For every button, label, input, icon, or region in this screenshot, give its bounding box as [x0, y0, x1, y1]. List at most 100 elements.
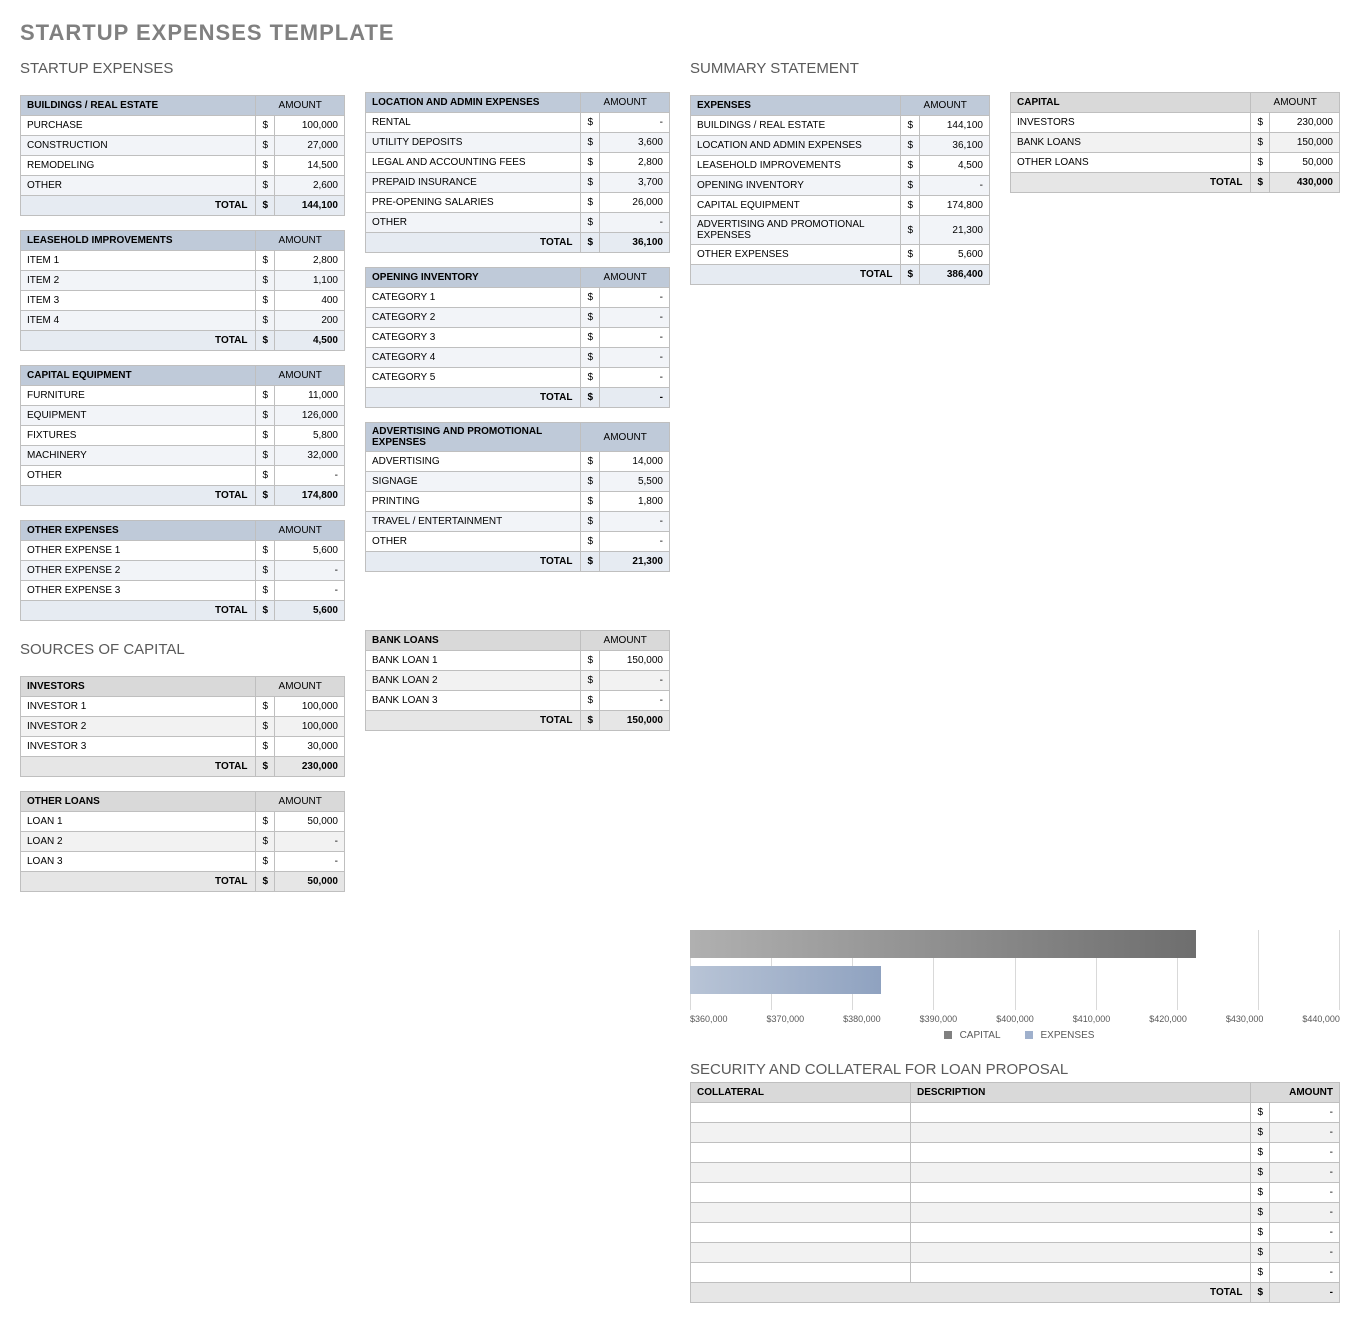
currency-symbol: $ — [1251, 1203, 1270, 1223]
row-value: 21,300 — [920, 216, 990, 245]
total-label: TOTAL — [366, 388, 581, 408]
table-row: $- — [691, 1163, 1340, 1183]
currency-symbol: $ — [581, 153, 600, 173]
total-label: TOTAL — [691, 1283, 1251, 1303]
row-value: - — [600, 213, 670, 233]
row-label: CATEGORY 2 — [366, 308, 581, 328]
row-label: FIXTURES — [21, 426, 256, 446]
table-row: OTHER EXPENSE 3$- — [21, 581, 345, 601]
row-value: - — [600, 328, 670, 348]
total-row: TOTAL$386,400 — [691, 265, 990, 285]
row-value: 100,000 — [275, 697, 345, 717]
section-summary: SUMMARY STATEMENT — [690, 60, 990, 77]
currency-symbol: $ — [256, 446, 275, 466]
currency-symbol: $ — [256, 486, 275, 506]
total-row: TOTAL$174,800 — [21, 486, 345, 506]
total-value: 21,300 — [600, 552, 670, 572]
currency-symbol: $ — [581, 492, 600, 512]
amount-header: AMOUNT — [256, 366, 345, 386]
collateral-cell — [691, 1203, 911, 1223]
amount-header: AMOUNT — [901, 96, 990, 116]
row-label: OTHER LOANS — [1011, 153, 1251, 173]
row-value: 32,000 — [275, 446, 345, 466]
currency-symbol: $ — [1251, 1183, 1270, 1203]
currency-symbol: $ — [256, 581, 275, 601]
amount-header: AMOUNT — [581, 423, 670, 452]
table-header: EXPENSES — [691, 96, 901, 116]
row-label: PREPAID INSURANCE — [366, 173, 581, 193]
row-label: PRE-OPENING SALARIES — [366, 193, 581, 213]
table-row: INVESTOR 3$30,000 — [21, 737, 345, 757]
page-title: STARTUP EXPENSES TEMPLATE — [20, 20, 1332, 46]
total-value: 50,000 — [275, 872, 345, 892]
axis-label: $400,000 — [996, 1014, 1034, 1024]
row-label: LOCATION AND ADMIN EXPENSES — [691, 136, 901, 156]
currency-symbol: $ — [901, 176, 920, 196]
row-label: TRAVEL / ENTERTAINMENT — [366, 512, 581, 532]
total-value: 144,100 — [275, 196, 345, 216]
table-row: $- — [691, 1183, 1340, 1203]
table-header: OTHER EXPENSES — [21, 521, 256, 541]
currency-symbol: $ — [256, 466, 275, 486]
row-value: 27,000 — [275, 136, 345, 156]
row-value: - — [1270, 1143, 1340, 1163]
table-row: BANK LOAN 3$- — [366, 691, 670, 711]
row-value: - — [600, 671, 670, 691]
row-value: - — [1270, 1123, 1340, 1143]
currency-symbol: $ — [256, 136, 275, 156]
row-label: MACHINERY — [21, 446, 256, 466]
table-row: LOAN 3$- — [21, 852, 345, 872]
chart-bar — [690, 966, 881, 994]
table-row: OTHER$- — [366, 213, 670, 233]
axis-label: $390,000 — [920, 1014, 958, 1024]
table-header: OTHER LOANS — [21, 792, 256, 812]
currency-symbol: $ — [256, 271, 275, 291]
table-row: BANK LOAN 1$150,000 — [366, 651, 670, 671]
currency-symbol: $ — [901, 245, 920, 265]
table-row: BANK LOANS$150,000 — [1011, 133, 1340, 153]
section-startup-expenses: STARTUP EXPENSES — [20, 60, 345, 77]
row-label: LOAN 1 — [21, 812, 256, 832]
currency-symbol: $ — [581, 388, 600, 408]
currency-symbol: $ — [581, 552, 600, 572]
table-row: LOAN 1$50,000 — [21, 812, 345, 832]
row-label: FURNITURE — [21, 386, 256, 406]
total-value: 430,000 — [1270, 173, 1340, 193]
row-label: INVESTOR 2 — [21, 717, 256, 737]
currency-symbol: $ — [1251, 113, 1270, 133]
row-value: 2,800 — [275, 251, 345, 271]
currency-symbol: $ — [1251, 1283, 1270, 1303]
row-label: CATEGORY 4 — [366, 348, 581, 368]
col-description: DESCRIPTION — [911, 1083, 1251, 1103]
row-label: LEASEHOLD IMPROVEMENTS — [691, 156, 901, 176]
currency-symbol: $ — [581, 133, 600, 153]
collateral-cell — [691, 1163, 911, 1183]
currency-symbol: $ — [581, 671, 600, 691]
currency-symbol: $ — [581, 213, 600, 233]
table-row: OTHER EXPENSES$5,600 — [691, 245, 990, 265]
row-label: CAPITAL EQUIPMENT — [691, 196, 901, 216]
table-row: $- — [691, 1123, 1340, 1143]
table-row: BUILDINGS / REAL ESTATE$144,100 — [691, 116, 990, 136]
table-header: CAPITAL — [1011, 93, 1251, 113]
legend-swatch — [944, 1031, 952, 1039]
row-value: 174,800 — [920, 196, 990, 216]
currency-symbol: $ — [581, 711, 600, 731]
row-value: - — [600, 512, 670, 532]
currency-symbol: $ — [256, 156, 275, 176]
total-row: TOTAL$4,500 — [21, 331, 345, 351]
currency-symbol: $ — [256, 331, 275, 351]
axis-label: $380,000 — [843, 1014, 881, 1024]
legend-swatch — [1025, 1031, 1033, 1039]
table-row: PRINTING$1,800 — [366, 492, 670, 512]
currency-symbol: $ — [1251, 133, 1270, 153]
table-row: ITEM 4$200 — [21, 311, 345, 331]
row-label: ITEM 2 — [21, 271, 256, 291]
row-value: 5,600 — [920, 245, 990, 265]
currency-symbol: $ — [256, 697, 275, 717]
currency-symbol: $ — [581, 532, 600, 552]
description-cell — [911, 1263, 1251, 1283]
axis-label: $370,000 — [767, 1014, 805, 1024]
row-label: UTILITY DEPOSITS — [366, 133, 581, 153]
currency-symbol: $ — [901, 265, 920, 285]
